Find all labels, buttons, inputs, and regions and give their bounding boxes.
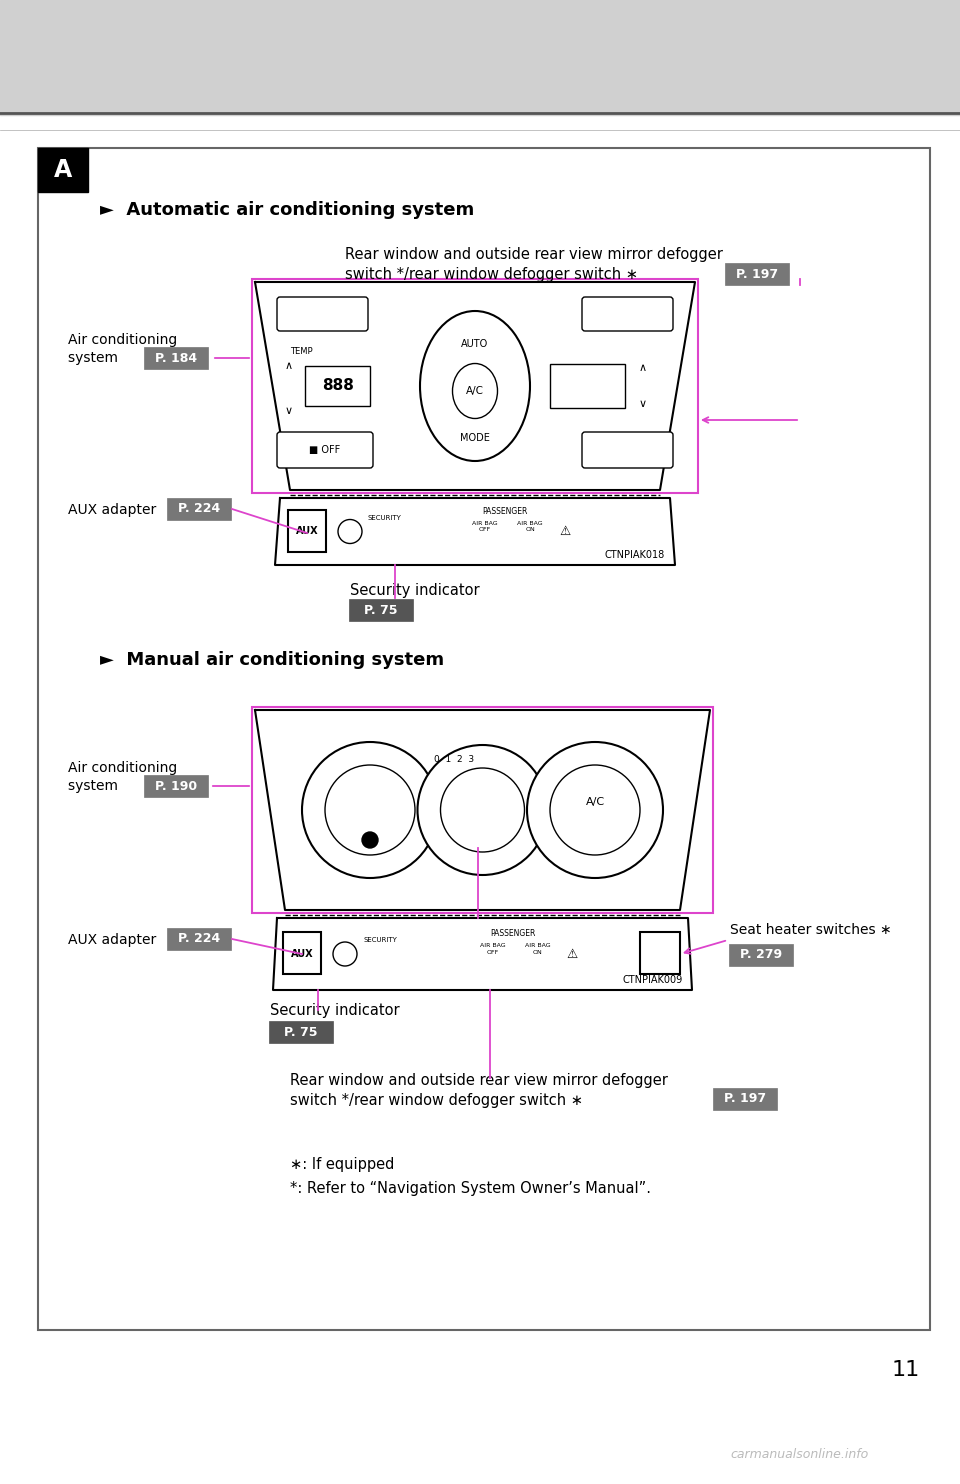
Text: TEMP: TEMP [290, 346, 313, 356]
Text: ►  Automatic air conditioning system: ► Automatic air conditioning system [100, 200, 474, 220]
Bar [0, 0, 960, 114]
Text: P. 190: P. 190 [155, 779, 197, 792]
Text: AIR BAG
OFF: AIR BAG OFF [472, 521, 498, 533]
Text: CTNPIAK009: CTNPIAK009 [623, 975, 683, 985]
Text: Air conditioning: Air conditioning [68, 761, 178, 775]
Circle shape [550, 764, 640, 855]
Circle shape [441, 769, 524, 852]
Text: ⚠: ⚠ [560, 525, 570, 539]
Circle shape [333, 942, 357, 966]
Text: AIR BAG
ON: AIR BAG ON [517, 521, 542, 533]
Text: system: system [68, 779, 122, 792]
Circle shape [418, 745, 547, 876]
Text: *: Refer to “Navigation System Owner’s Manual”.: *: Refer to “Navigation System Owner’s M… [290, 1180, 651, 1196]
Text: CTNPIAK018: CTNPIAK018 [605, 551, 665, 559]
FancyBboxPatch shape [582, 297, 673, 331]
Text: ∧: ∧ [639, 364, 647, 372]
Text: P. 197: P. 197 [736, 267, 778, 280]
Circle shape [362, 833, 378, 847]
FancyBboxPatch shape [729, 944, 793, 966]
Text: ⚠: ⚠ [566, 947, 578, 960]
Bar [38, 148, 930, 1330]
Text: system: system [68, 352, 122, 365]
Text: PASSENGER: PASSENGER [490, 929, 535, 938]
Ellipse shape [420, 312, 530, 462]
Text: P. 224: P. 224 [178, 932, 220, 945]
Text: 0  1  2  3: 0 1 2 3 [435, 755, 474, 764]
Text: P. 75: P. 75 [284, 1025, 318, 1039]
Text: AUX: AUX [291, 948, 313, 959]
Circle shape [527, 742, 663, 879]
Text: ∨: ∨ [639, 399, 647, 410]
Text: SECURITY: SECURITY [363, 936, 396, 942]
Bar [288, 509, 326, 552]
Bar [550, 364, 625, 408]
Polygon shape [273, 919, 692, 990]
Text: A/C: A/C [466, 386, 484, 396]
FancyBboxPatch shape [725, 263, 789, 285]
Bar [305, 367, 370, 407]
FancyBboxPatch shape [167, 499, 231, 519]
FancyBboxPatch shape [582, 432, 673, 467]
Text: switch */rear window defogger switch ∗: switch */rear window defogger switch ∗ [290, 1092, 592, 1107]
Text: ■ OFF: ■ OFF [309, 445, 341, 456]
Text: switch */rear window defogger switch ∗: switch */rear window defogger switch ∗ [345, 267, 647, 282]
Text: AIR BAG
OFF: AIR BAG OFF [480, 944, 505, 954]
Ellipse shape [452, 364, 497, 418]
Polygon shape [255, 282, 695, 490]
Bar [38, 148, 88, 191]
Polygon shape [255, 709, 710, 910]
Text: AUX adapter: AUX adapter [68, 933, 156, 947]
Circle shape [302, 742, 438, 879]
FancyBboxPatch shape [269, 1021, 333, 1043]
Text: Seat heater switches ∗: Seat heater switches ∗ [730, 923, 892, 936]
Bar [640, 932, 680, 974]
Polygon shape [275, 499, 675, 565]
Text: P. 279: P. 279 [740, 948, 782, 962]
FancyBboxPatch shape [277, 432, 373, 467]
Text: P. 224: P. 224 [178, 503, 220, 515]
Text: carmanualsonline.info: carmanualsonline.info [731, 1448, 869, 1462]
Text: Air conditioning: Air conditioning [68, 332, 178, 347]
FancyBboxPatch shape [167, 928, 231, 950]
Text: P. 75: P. 75 [364, 604, 397, 616]
Text: ∨: ∨ [285, 407, 293, 416]
Circle shape [325, 764, 415, 855]
Text: AUX: AUX [296, 527, 319, 537]
Text: ►  Manual air conditioning system: ► Manual air conditioning system [100, 651, 444, 669]
Text: AUTO: AUTO [462, 338, 489, 349]
Text: SECURITY: SECURITY [368, 515, 402, 521]
Text: Rear window and outside rear view mirror defogger: Rear window and outside rear view mirror… [345, 248, 723, 263]
Text: Security indicator: Security indicator [350, 583, 480, 598]
Text: P. 184: P. 184 [155, 352, 197, 365]
Text: P. 197: P. 197 [724, 1092, 766, 1106]
FancyBboxPatch shape [713, 1088, 777, 1110]
Text: Security indicator: Security indicator [270, 1003, 399, 1018]
Text: ∧: ∧ [285, 361, 293, 371]
FancyBboxPatch shape [277, 297, 368, 331]
Text: AUX adapter: AUX adapter [68, 503, 156, 516]
Text: 11: 11 [892, 1359, 920, 1380]
Text: 888: 888 [322, 378, 354, 393]
Text: MODE: MODE [460, 433, 490, 444]
FancyBboxPatch shape [349, 600, 413, 620]
Text: PASSENGER: PASSENGER [482, 508, 528, 516]
FancyBboxPatch shape [144, 347, 208, 370]
Text: A: A [54, 157, 72, 183]
Text: AIR BAG
ON: AIR BAG ON [525, 944, 550, 954]
Text: A/C: A/C [586, 797, 605, 807]
Text: Rear window and outside rear view mirror defogger: Rear window and outside rear view mirror… [290, 1073, 668, 1088]
Text: ∗: If equipped: ∗: If equipped [290, 1158, 395, 1172]
Circle shape [338, 519, 362, 543]
Bar [283, 932, 321, 974]
Bar [252, 706, 713, 913]
Bar [252, 279, 698, 493]
FancyBboxPatch shape [144, 775, 208, 797]
